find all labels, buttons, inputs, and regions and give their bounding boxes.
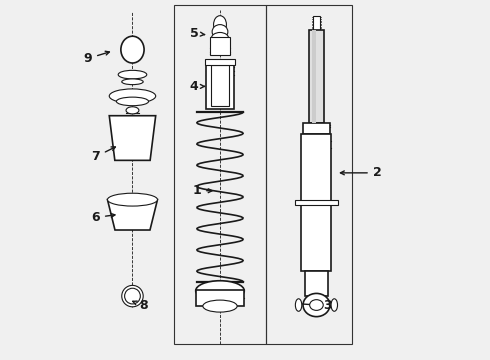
Bar [267, 5, 352, 344]
Ellipse shape [203, 300, 237, 312]
Bar [205, 59, 235, 65]
Bar [313, 16, 320, 30]
Bar [173, 5, 267, 344]
Bar [210, 37, 230, 55]
Polygon shape [107, 200, 157, 230]
Bar [211, 64, 229, 106]
Bar [196, 290, 245, 306]
Ellipse shape [212, 24, 228, 39]
Text: 9: 9 [83, 51, 109, 65]
Ellipse shape [303, 293, 330, 317]
Ellipse shape [211, 32, 229, 45]
Text: 2: 2 [341, 166, 382, 179]
Bar [305, 271, 328, 296]
Ellipse shape [196, 281, 245, 301]
Ellipse shape [331, 299, 338, 311]
Bar [312, 30, 316, 123]
Ellipse shape [295, 299, 302, 311]
Bar [295, 200, 338, 205]
Ellipse shape [118, 70, 147, 79]
Text: 5: 5 [190, 27, 205, 40]
Bar [309, 30, 323, 123]
Text: 7: 7 [91, 147, 115, 163]
Ellipse shape [214, 16, 226, 33]
Text: 8: 8 [133, 299, 147, 312]
Ellipse shape [122, 285, 143, 307]
Text: 3: 3 [296, 299, 331, 312]
Ellipse shape [122, 79, 143, 85]
Ellipse shape [117, 97, 148, 106]
Ellipse shape [126, 107, 139, 114]
Ellipse shape [121, 36, 144, 63]
Bar [303, 123, 330, 134]
Ellipse shape [124, 288, 140, 304]
Ellipse shape [107, 193, 157, 206]
Ellipse shape [109, 89, 156, 103]
Ellipse shape [310, 300, 323, 310]
Bar [206, 62, 234, 109]
Polygon shape [109, 116, 156, 160]
Text: 4: 4 [190, 80, 205, 93]
Text: 1: 1 [193, 184, 212, 197]
Text: 6: 6 [91, 211, 115, 224]
Bar [301, 134, 331, 271]
